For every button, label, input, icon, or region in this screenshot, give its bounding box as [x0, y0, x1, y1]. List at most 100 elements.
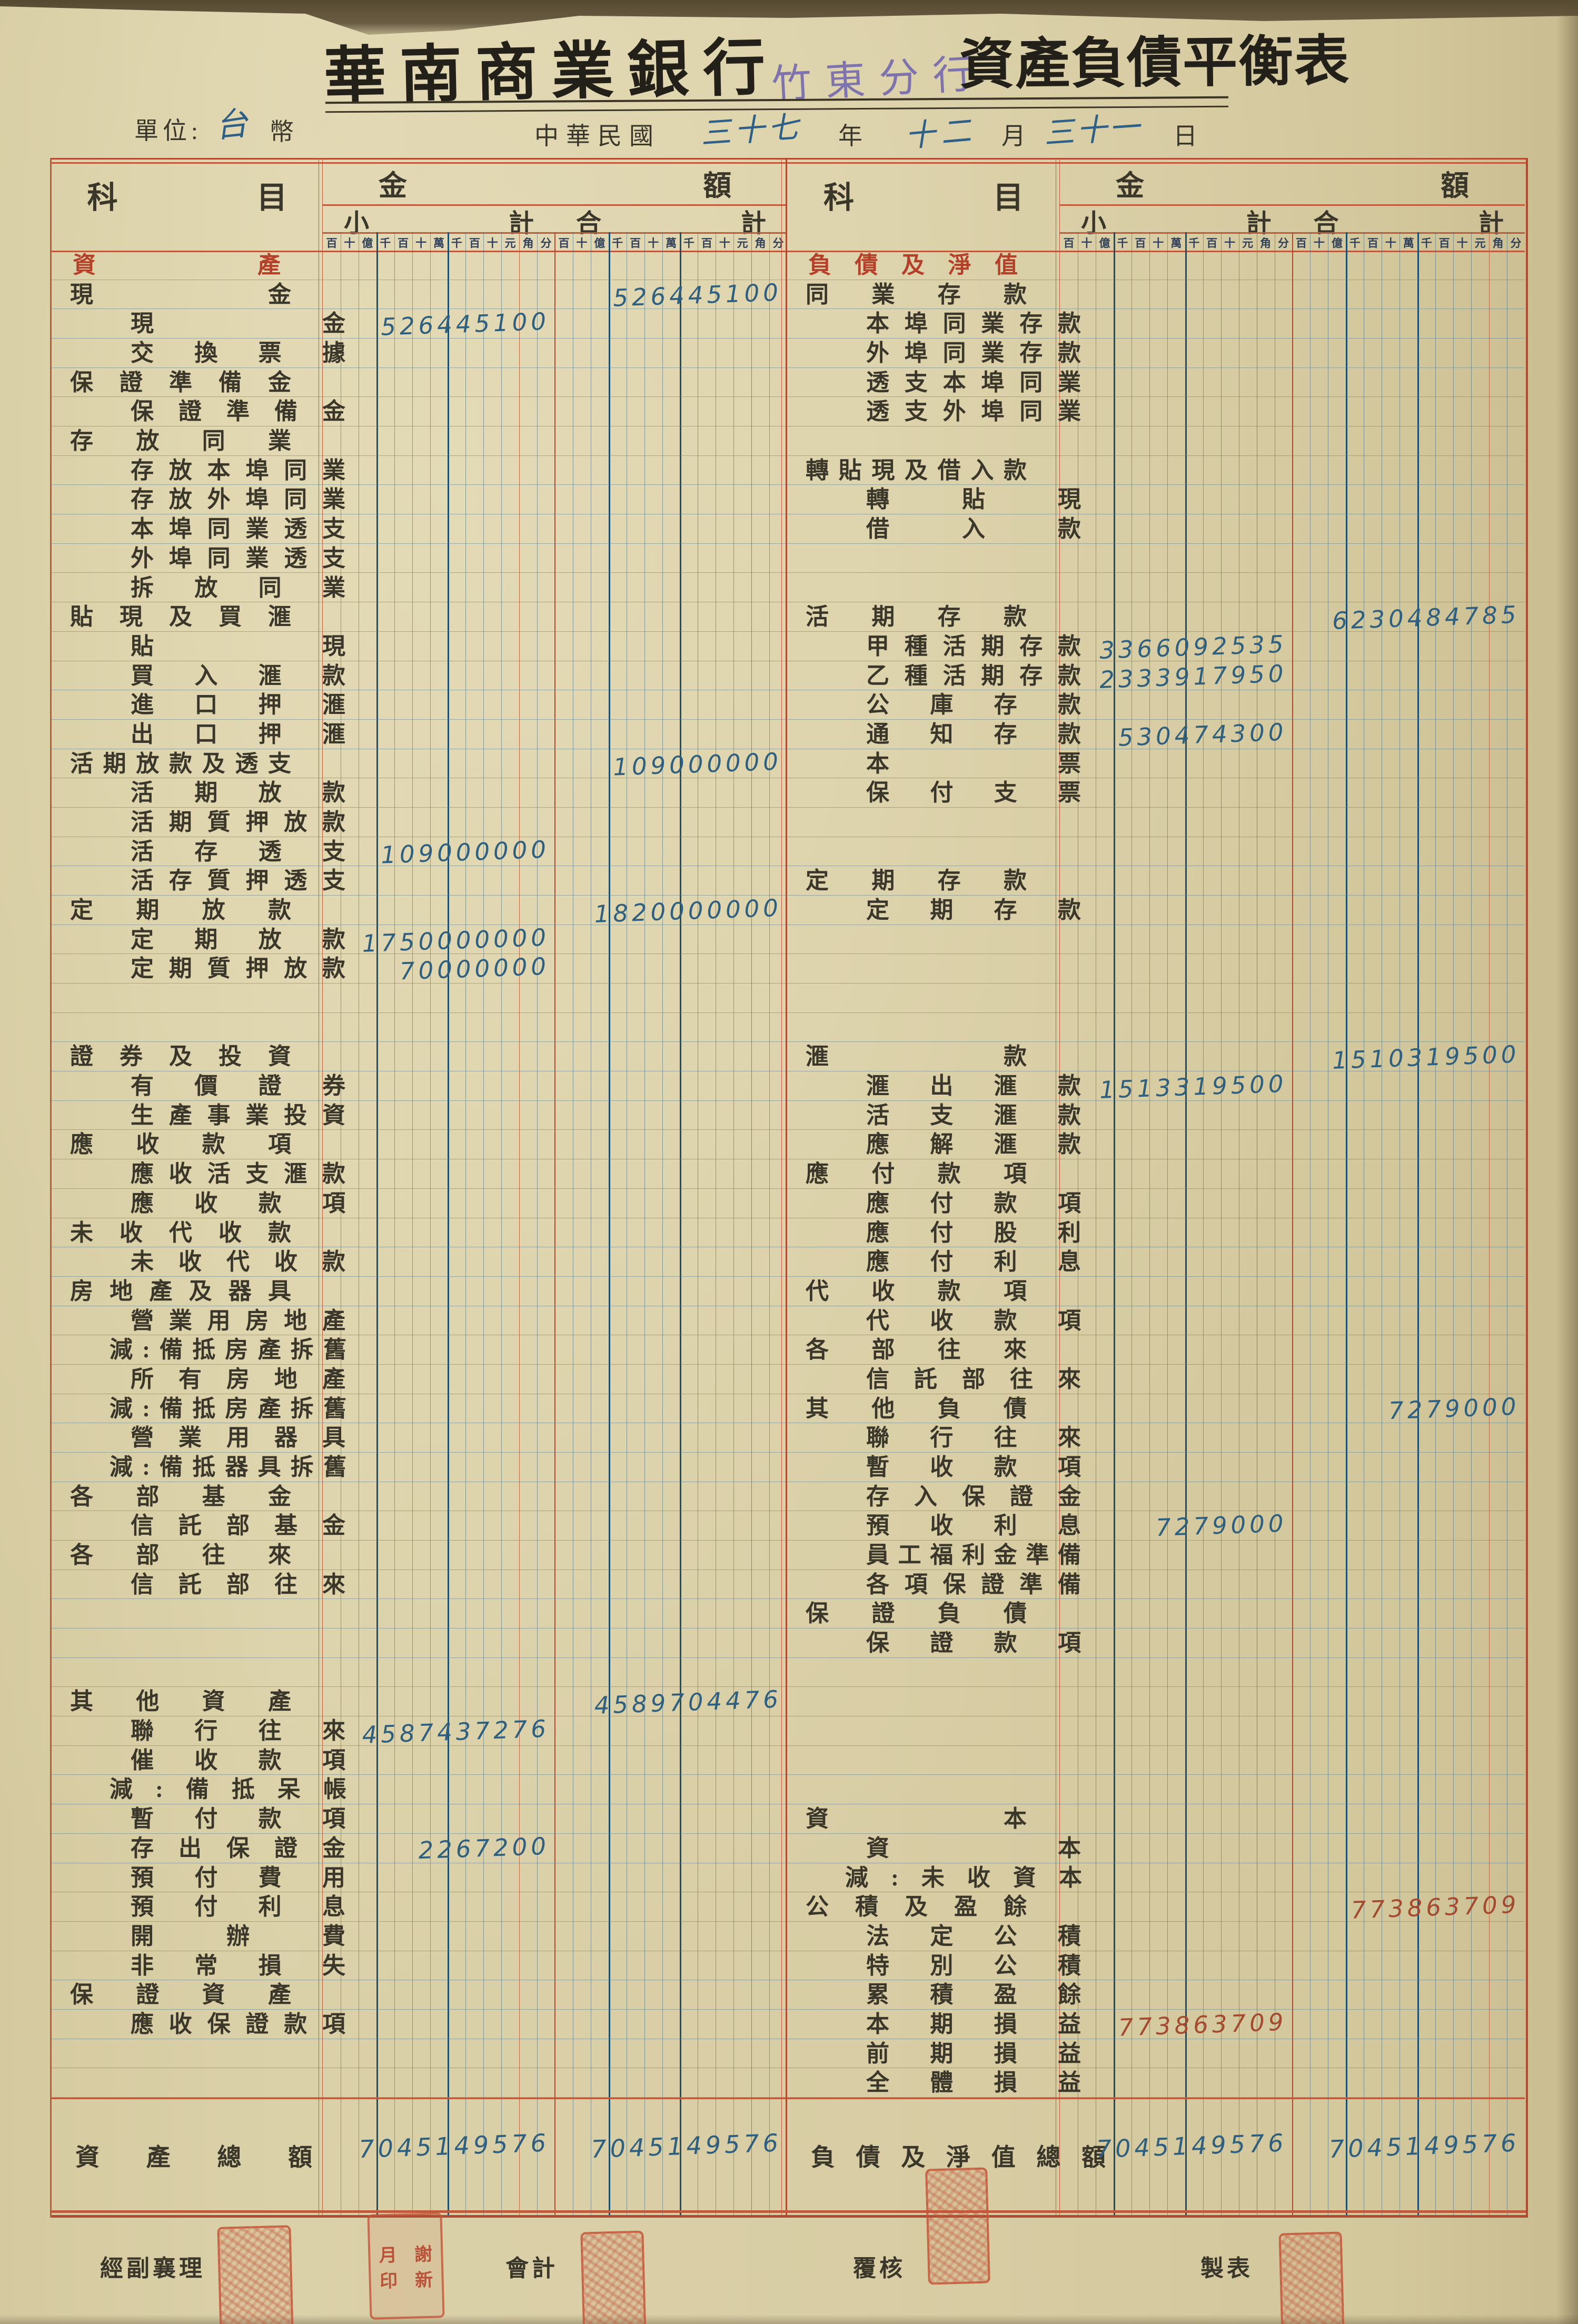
table-row: 各部基金 [52, 1482, 787, 1512]
account-label: 應付股利 [866, 1219, 1081, 1246]
digit-place-label: 千 [380, 237, 391, 250]
digit-place-label: 角 [1492, 237, 1504, 250]
table-row: 應收款項 [52, 1130, 787, 1160]
digit-place-label: 億 [1099, 237, 1110, 250]
digit-place-label: 十 [344, 237, 355, 250]
table-row: 開辦費 [52, 1922, 787, 1951]
table-row: 本埠同業存款 [787, 309, 1525, 339]
section-header: 負債及淨值 [808, 252, 1018, 278]
table-row: 預付利息 [52, 1892, 787, 1922]
red-seal-stamp [1278, 2231, 1345, 2324]
account-label: 代收款項 [806, 1278, 1027, 1304]
account-label: 未收代收款 [131, 1249, 345, 1275]
account-label: 活期放款 [131, 780, 345, 806]
unit-suffix: 幣 [270, 118, 294, 145]
digit-place-label: 萬 [665, 237, 677, 250]
account-label: 生產事業投資 [131, 1102, 345, 1128]
table-row: 保證負債 [787, 1599, 1525, 1629]
table-row: 保證準備金 [52, 368, 787, 398]
grid-line [501, 232, 502, 2218]
seal-character: 月 [379, 2246, 398, 2266]
digit-place-label: 萬 [433, 237, 444, 250]
digit-place-label: 百 [1063, 237, 1075, 250]
digit-place-label: 十 [1224, 237, 1236, 250]
table-row: 非常損失 [52, 1951, 787, 1981]
account-label: 減:備抵房產拆舊 [110, 1395, 346, 1422]
digit-place-label: 分 [1510, 237, 1522, 250]
table-row: 員工福利金準備 [787, 1541, 1525, 1570]
digit-place-label: 十 [1081, 237, 1093, 250]
account-label: 預收利息 [866, 1513, 1081, 1539]
account-label: 營業用器具 [131, 1425, 345, 1451]
account-label: 同業存款 [806, 281, 1027, 307]
totals-top-rule [787, 2098, 1525, 2099]
totals-subtotal: 7045149576 [358, 2128, 550, 2164]
seal-character: 印 [379, 2271, 398, 2292]
table-row [787, 954, 1525, 984]
account-label: 透支本埠同業 [866, 369, 1081, 395]
digit-place-label: 百 [701, 237, 712, 250]
grid-line [430, 232, 431, 2218]
account-label: 交換票據 [131, 340, 345, 366]
account-label: 滙款 [806, 1044, 1027, 1070]
table-row: 應付股利 [787, 1218, 1525, 1248]
paper-edge-shadow-bottom [0, 2315, 1578, 2324]
account-label: 營業用房地產 [131, 1307, 345, 1334]
center-divider [781, 158, 787, 2218]
account-label: 各部往來 [806, 1337, 1027, 1363]
date-day-handwritten: 三十一 [1043, 108, 1143, 152]
account-label: 定期存款 [806, 868, 1027, 894]
label-column-separator [1059, 158, 1060, 2218]
account-label: 應付款項 [866, 1190, 1081, 1216]
grid-line [662, 232, 663, 2218]
table-row: 未收代收款 [52, 1247, 787, 1277]
table-row: 滙出滙款 [787, 1071, 1525, 1101]
account-label: 暫收款項 [866, 1454, 1081, 1480]
digit-place-label: 百 [1206, 237, 1218, 250]
section-header: 資產 [73, 252, 281, 278]
grid-line [1310, 232, 1311, 2218]
table-row: 現金 [52, 309, 787, 339]
table-row: 各部往來 [787, 1335, 1525, 1365]
grid-line [1489, 232, 1490, 2218]
column-header-amount: 金額 [1115, 170, 1470, 202]
digit-place-label: 百 [558, 237, 570, 250]
table-row: 法定公積 [787, 1922, 1525, 1951]
table-row: 通知存款 [787, 720, 1525, 749]
table-row: 有價證券 [52, 1071, 787, 1101]
digit-place-label: 千 [1188, 237, 1200, 250]
table-row: 同業存款 [787, 280, 1525, 310]
table-row [787, 837, 1525, 867]
table-row: 代收款項 [787, 1277, 1525, 1306]
grid-line [1453, 232, 1454, 2218]
table-row: 所有房地產 [52, 1365, 787, 1394]
table-row: 營業用器具 [52, 1423, 787, 1453]
table-row: 暫付款項 [52, 1804, 787, 1834]
table-row [787, 544, 1525, 573]
table-row: 存入保證金 [787, 1482, 1525, 1512]
table-row: 各項保證準備 [787, 1570, 1525, 1600]
table-row: 保證款項 [787, 1628, 1525, 1658]
table-row: 應收活支滙款 [52, 1159, 787, 1189]
account-label: 非常損失 [131, 1952, 345, 1979]
table-half-liabilities: 科目 金額 小計 合計百十億千百十萬千百十元角分百十億千百十萬千百十元角分負債及淨值同… [787, 158, 1525, 2218]
account-label: 存放本埠同業 [131, 457, 345, 483]
table-row: 應付利息 [787, 1247, 1525, 1277]
date-day-suffix: 日 [1173, 123, 1197, 150]
account-label: 貼現 [131, 633, 345, 659]
unit-value-handwritten: 台 [213, 103, 250, 146]
grid-line [644, 232, 645, 2218]
table-row: 本埠同業透支 [52, 514, 787, 544]
account-label: 應收款項 [131, 1190, 345, 1216]
red-seal-stamp: 月謝印新 [367, 2212, 445, 2320]
grid-line [519, 232, 520, 2218]
table-row: 減:備抵呆帳 [52, 1775, 787, 1805]
digit-place-label: 分 [772, 237, 784, 250]
table-row: 信託部往來 [787, 1365, 1525, 1394]
table-row: 活存質押透支 [52, 866, 787, 896]
account-label: 聯行往來 [866, 1425, 1081, 1451]
digit-place-label: 千 [612, 237, 623, 250]
account-label: 通知存款 [866, 721, 1081, 747]
account-label: 其他資產 [70, 1689, 291, 1715]
